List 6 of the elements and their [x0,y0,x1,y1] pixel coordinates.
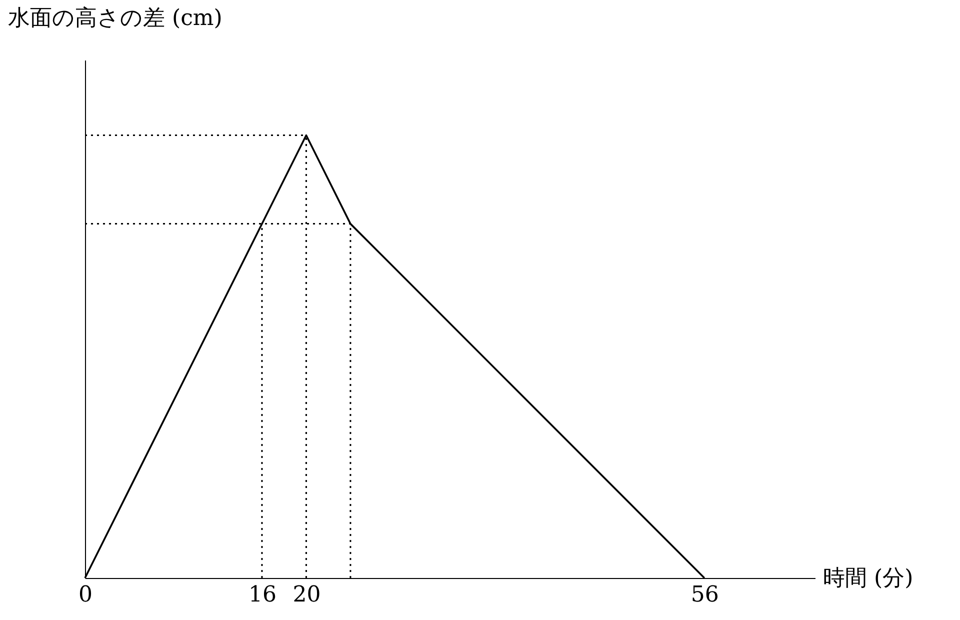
x-tick-label: 16 [248,582,276,608]
x-axis-title: 時間 (分) [823,566,914,591]
x-tick-label: 0 [78,582,92,608]
x-tick-label: 20 [292,582,321,608]
x-tick-label: 56 [690,582,719,608]
y-axis-title: 水面の高さの差 (cm) [8,6,222,31]
